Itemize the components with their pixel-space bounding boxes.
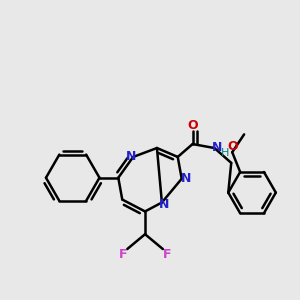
Text: N: N xyxy=(181,172,191,185)
Text: N: N xyxy=(212,140,223,154)
Text: O: O xyxy=(227,140,238,153)
Text: F: F xyxy=(163,248,171,260)
Text: H: H xyxy=(221,148,230,158)
Text: O: O xyxy=(187,119,198,132)
Text: F: F xyxy=(119,248,128,260)
Text: N: N xyxy=(126,150,136,164)
Text: N: N xyxy=(159,198,169,211)
